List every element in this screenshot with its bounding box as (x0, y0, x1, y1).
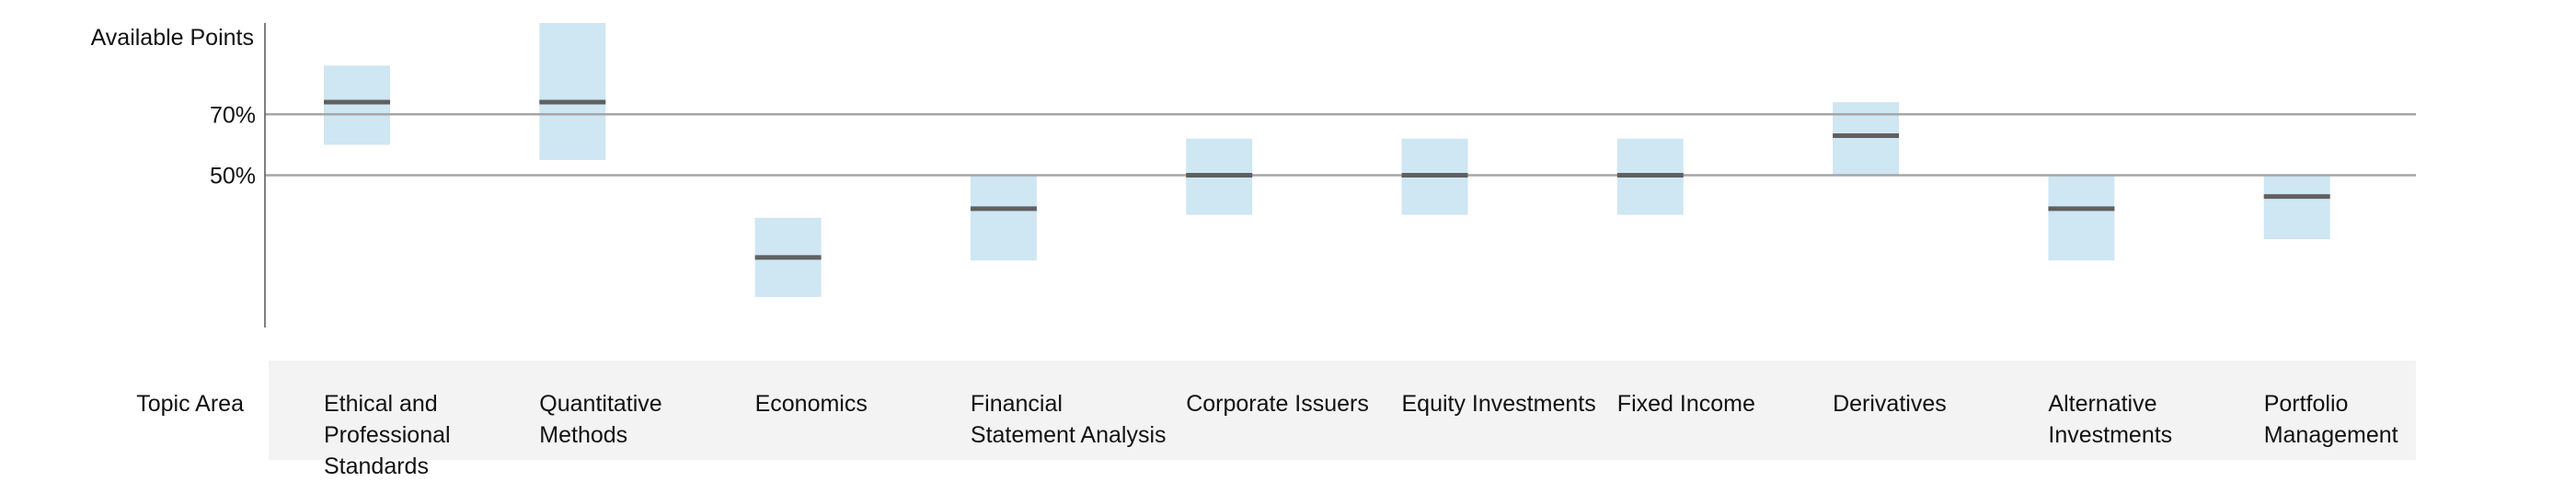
range-bar (2048, 175, 2115, 261)
y-tick-label: 70% (210, 102, 256, 128)
category-label: Fixed Income (1616, 391, 1755, 417)
category-label: Equity Investments (1401, 391, 1596, 417)
range-chart: Available Points 50% 70% (91, 23, 2416, 327)
range-bar (2263, 175, 2330, 240)
y-tick-label: 50% (210, 164, 256, 189)
category-label: Corporate Issuers (1186, 391, 1369, 417)
chart-area: Topic Area Ethical and Professional Stan… (91, 23, 2416, 479)
y-axis-label: Available Points (91, 25, 254, 51)
range-bar (539, 23, 606, 160)
x-axis-label: Topic Area (136, 391, 244, 417)
range-bar (1833, 102, 1900, 176)
range-bar (970, 175, 1037, 261)
range-bar (324, 65, 390, 145)
topic-area-band (269, 361, 2416, 460)
category-label: Alternative Investments (2048, 391, 2173, 448)
category-label: Derivatives (1833, 391, 1947, 417)
category-label: Financial Statement Analysis (970, 391, 1167, 448)
category-label: Portfolio Management (2263, 391, 2398, 448)
category-label: Quantitative Methods (539, 391, 662, 448)
category-label: Economics (754, 391, 868, 417)
